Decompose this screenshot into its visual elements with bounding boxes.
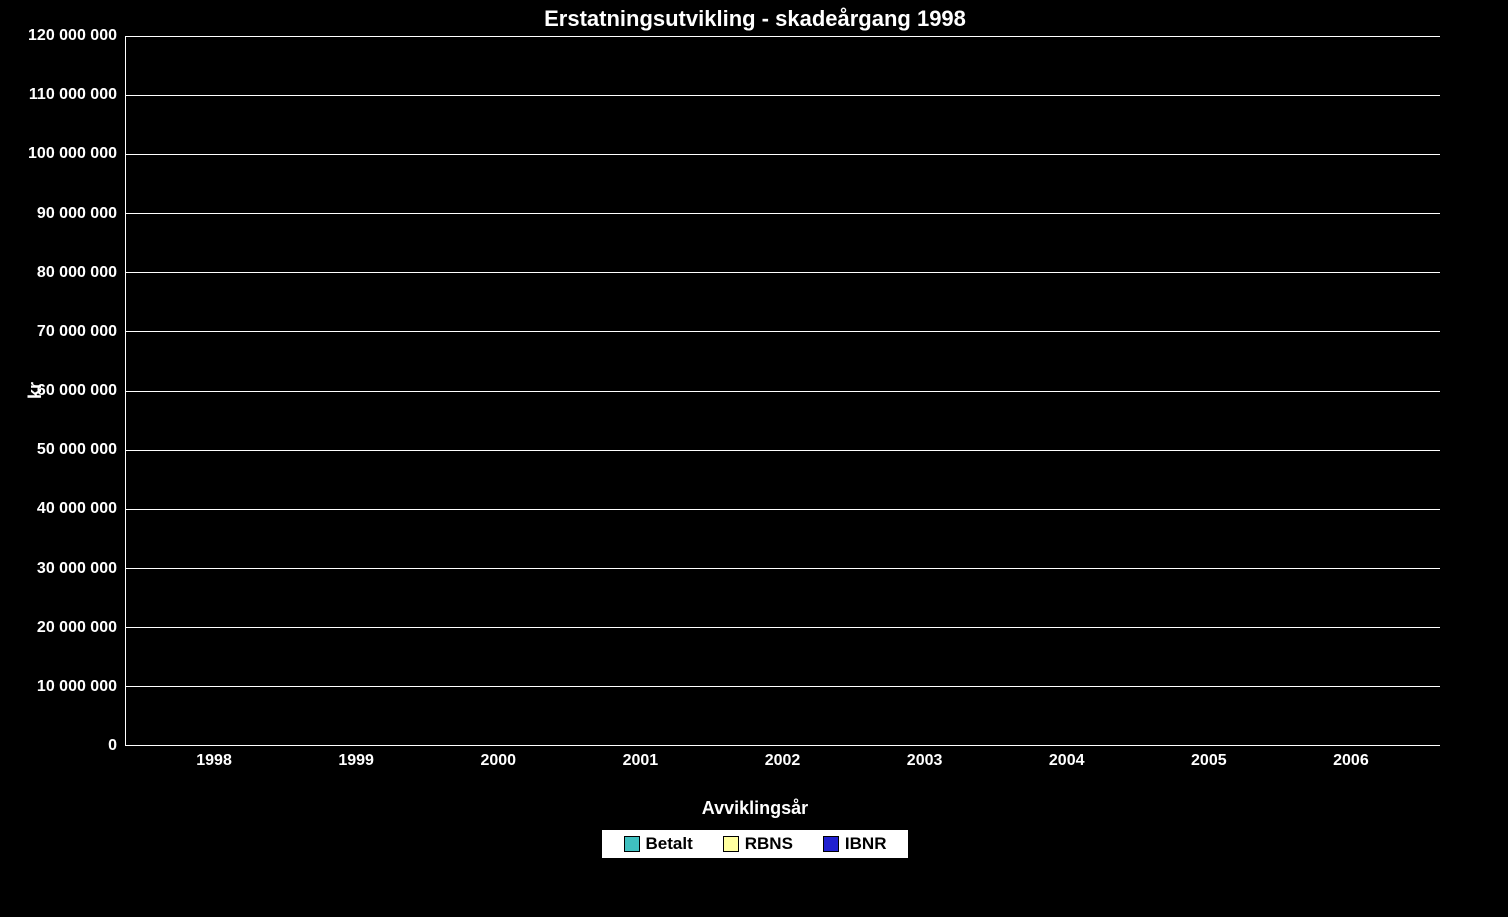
x-tick-label: 2003 <box>854 746 996 806</box>
legend-item: RBNS <box>723 834 793 854</box>
y-tick-label: 0 <box>108 737 117 755</box>
legend-swatch <box>823 836 839 852</box>
gridline <box>126 568 1440 569</box>
y-tick-label: 120 000 000 <box>28 27 117 45</box>
gridline <box>126 213 1440 214</box>
legend-label: Betalt <box>646 834 693 854</box>
stacked-bar <box>303 739 411 745</box>
x-tick-label: 2002 <box>711 746 853 806</box>
chart-title: Erstatningsutvikling - skadeårgang 1998 <box>20 0 1490 36</box>
y-tick-label: 80 000 000 <box>37 264 117 282</box>
gridline <box>126 36 1440 37</box>
legend-label: IBNR <box>845 834 887 854</box>
bar-segment-betalt <box>729 743 837 745</box>
gridline <box>126 95 1440 96</box>
x-ticks: 199819992000200120022003200420052006 <box>125 746 1440 806</box>
stacked-bar <box>1297 739 1405 745</box>
gridline <box>126 509 1440 510</box>
x-tick-label: 2005 <box>1138 746 1280 806</box>
x-tick-label: 2006 <box>1280 746 1422 806</box>
x-tick-label: 1998 <box>143 746 285 806</box>
y-tick-label: 10 000 000 <box>37 678 117 696</box>
stacked-bar <box>161 739 269 745</box>
y-tick-label: 40 000 000 <box>37 500 117 518</box>
chart-container: Erstatningsutvikling - skadeårgang 1998 … <box>20 0 1490 905</box>
x-tick-label: 1999 <box>285 746 427 806</box>
y-tick-label: 110 000 000 <box>29 86 117 104</box>
legend-item: IBNR <box>823 834 887 854</box>
plot-with-y-axis: kr 010 000 00020 000 00030 000 00040 000… <box>20 36 1490 746</box>
bar-segment-betalt <box>1297 743 1405 745</box>
legend-label: RBNS <box>745 834 793 854</box>
plot-area <box>125 36 1440 746</box>
legend-swatch <box>723 836 739 852</box>
stacked-bar <box>1155 739 1263 745</box>
y-tick-label: 90 000 000 <box>37 205 117 223</box>
x-tick-label: 2001 <box>569 746 711 806</box>
stacked-bar <box>587 739 695 745</box>
bar-segment-betalt <box>161 743 269 745</box>
bar-segment-betalt <box>1013 743 1121 745</box>
y-tick-label: 60 000 000 <box>37 382 117 400</box>
gridline <box>126 391 1440 392</box>
x-tick-label: 2000 <box>427 746 569 806</box>
y-ticks: 010 000 00020 000 00030 000 00040 000 00… <box>50 36 125 746</box>
gridline <box>126 272 1440 273</box>
gridline <box>126 450 1440 451</box>
x-tick-label: 2004 <box>996 746 1138 806</box>
bar-segment-betalt <box>871 743 979 745</box>
gridline <box>126 627 1440 628</box>
legend-wrap: Betalt RBNS IBNR <box>20 829 1490 859</box>
bar-segment-betalt <box>587 743 695 745</box>
legend-swatch <box>624 836 640 852</box>
stacked-bar <box>871 739 979 745</box>
gridline <box>126 154 1440 155</box>
bar-segment-betalt <box>303 743 411 745</box>
bar-segment-betalt <box>445 743 553 745</box>
bar-segment-betalt <box>1155 743 1263 745</box>
stacked-bar <box>729 739 837 745</box>
y-tick-label: 100 000 000 <box>28 145 117 163</box>
y-tick-label: 70 000 000 <box>37 323 117 341</box>
y-tick-label: 30 000 000 <box>37 560 117 578</box>
gridline <box>126 331 1440 332</box>
legend-item: Betalt <box>624 834 693 854</box>
y-tick-label: 50 000 000 <box>37 441 117 459</box>
gridline <box>126 686 1440 687</box>
stacked-bar <box>445 739 553 745</box>
stacked-bar <box>1013 739 1121 745</box>
y-tick-label: 20 000 000 <box>37 619 117 637</box>
legend: Betalt RBNS IBNR <box>601 829 910 859</box>
